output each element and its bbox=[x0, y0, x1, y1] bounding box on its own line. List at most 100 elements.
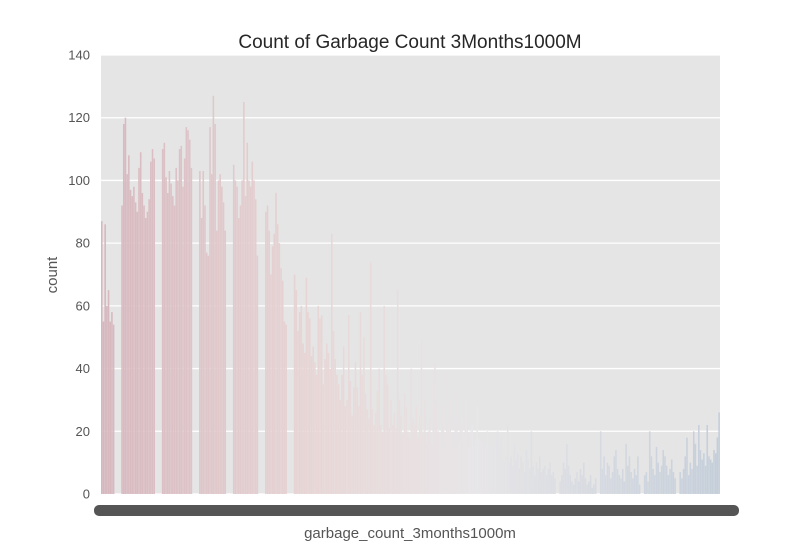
bar bbox=[281, 280, 284, 494]
bar bbox=[511, 465, 514, 494]
bar bbox=[489, 437, 492, 494]
bar bbox=[630, 472, 632, 494]
bar bbox=[427, 431, 429, 494]
bar bbox=[615, 450, 617, 494]
bar bbox=[410, 368, 413, 494]
bar bbox=[415, 406, 418, 494]
bar bbox=[175, 167, 177, 494]
y-tick-label: 20 bbox=[76, 424, 90, 439]
bar bbox=[170, 183, 172, 494]
bar bbox=[266, 205, 269, 494]
bar bbox=[329, 368, 331, 494]
bar bbox=[359, 312, 362, 494]
bar bbox=[442, 371, 445, 494]
bar bbox=[488, 450, 490, 494]
bar bbox=[234, 180, 237, 494]
bar bbox=[613, 456, 616, 494]
bar bbox=[476, 406, 479, 494]
y-tick-label: 60 bbox=[76, 298, 90, 313]
bar bbox=[486, 431, 489, 494]
bar bbox=[549, 462, 551, 494]
bar bbox=[325, 343, 328, 494]
bar bbox=[161, 149, 164, 494]
bar bbox=[484, 443, 487, 494]
bar bbox=[566, 443, 568, 494]
bar bbox=[271, 246, 274, 494]
bar bbox=[390, 399, 392, 494]
bar bbox=[451, 434, 453, 494]
bar bbox=[219, 174, 221, 494]
bar bbox=[317, 305, 320, 494]
bar bbox=[285, 324, 287, 494]
bar bbox=[523, 472, 526, 494]
bar bbox=[599, 431, 602, 494]
bar bbox=[246, 142, 249, 495]
bar bbox=[527, 459, 529, 494]
bar bbox=[440, 412, 443, 494]
bar bbox=[525, 450, 528, 494]
bar bbox=[298, 312, 301, 494]
bar bbox=[395, 428, 397, 494]
bar bbox=[481, 440, 484, 494]
bar bbox=[515, 459, 517, 494]
bar bbox=[468, 446, 470, 494]
bar bbox=[212, 95, 215, 494]
bar bbox=[354, 362, 357, 494]
bar bbox=[144, 218, 147, 494]
bar bbox=[713, 450, 715, 494]
bar bbox=[711, 462, 714, 494]
bar bbox=[143, 205, 145, 494]
bar bbox=[207, 255, 210, 494]
bar bbox=[270, 274, 272, 494]
bar bbox=[381, 431, 384, 494]
bar bbox=[510, 456, 512, 494]
bar bbox=[610, 478, 612, 494]
bar bbox=[447, 425, 450, 494]
bar bbox=[479, 440, 482, 494]
bar bbox=[674, 478, 676, 494]
bar bbox=[342, 346, 345, 494]
bar bbox=[625, 443, 627, 494]
bar bbox=[716, 437, 719, 494]
bar bbox=[251, 161, 254, 495]
bar bbox=[185, 127, 188, 495]
bar bbox=[701, 459, 703, 494]
bar bbox=[131, 196, 133, 495]
bar bbox=[393, 412, 396, 494]
bar bbox=[650, 456, 653, 494]
bar bbox=[581, 475, 583, 494]
bar bbox=[109, 321, 112, 494]
bar bbox=[319, 318, 321, 494]
bar bbox=[153, 158, 155, 495]
bar bbox=[706, 425, 709, 494]
bar bbox=[339, 399, 342, 494]
bar bbox=[334, 359, 336, 494]
bar bbox=[148, 199, 150, 495]
bar bbox=[567, 465, 570, 494]
bar bbox=[102, 321, 105, 494]
bar bbox=[307, 312, 309, 494]
bar bbox=[681, 478, 683, 494]
bar bbox=[405, 406, 407, 494]
bar bbox=[550, 475, 553, 494]
bar bbox=[687, 475, 690, 494]
bar bbox=[134, 202, 137, 494]
bar bbox=[101, 221, 103, 494]
bar bbox=[434, 362, 436, 494]
bar bbox=[498, 450, 501, 494]
bar bbox=[439, 450, 441, 494]
bar bbox=[454, 415, 457, 494]
bar bbox=[435, 406, 438, 494]
bar bbox=[380, 425, 382, 494]
bar bbox=[547, 468, 550, 494]
bar bbox=[210, 174, 213, 494]
bar bbox=[501, 459, 504, 494]
y-tick-label: 40 bbox=[76, 361, 90, 376]
bar bbox=[517, 453, 519, 494]
bar bbox=[122, 123, 125, 495]
bar bbox=[374, 412, 377, 494]
bar bbox=[469, 431, 472, 494]
bar bbox=[268, 230, 270, 494]
bar bbox=[474, 437, 477, 494]
bar bbox=[216, 230, 218, 494]
